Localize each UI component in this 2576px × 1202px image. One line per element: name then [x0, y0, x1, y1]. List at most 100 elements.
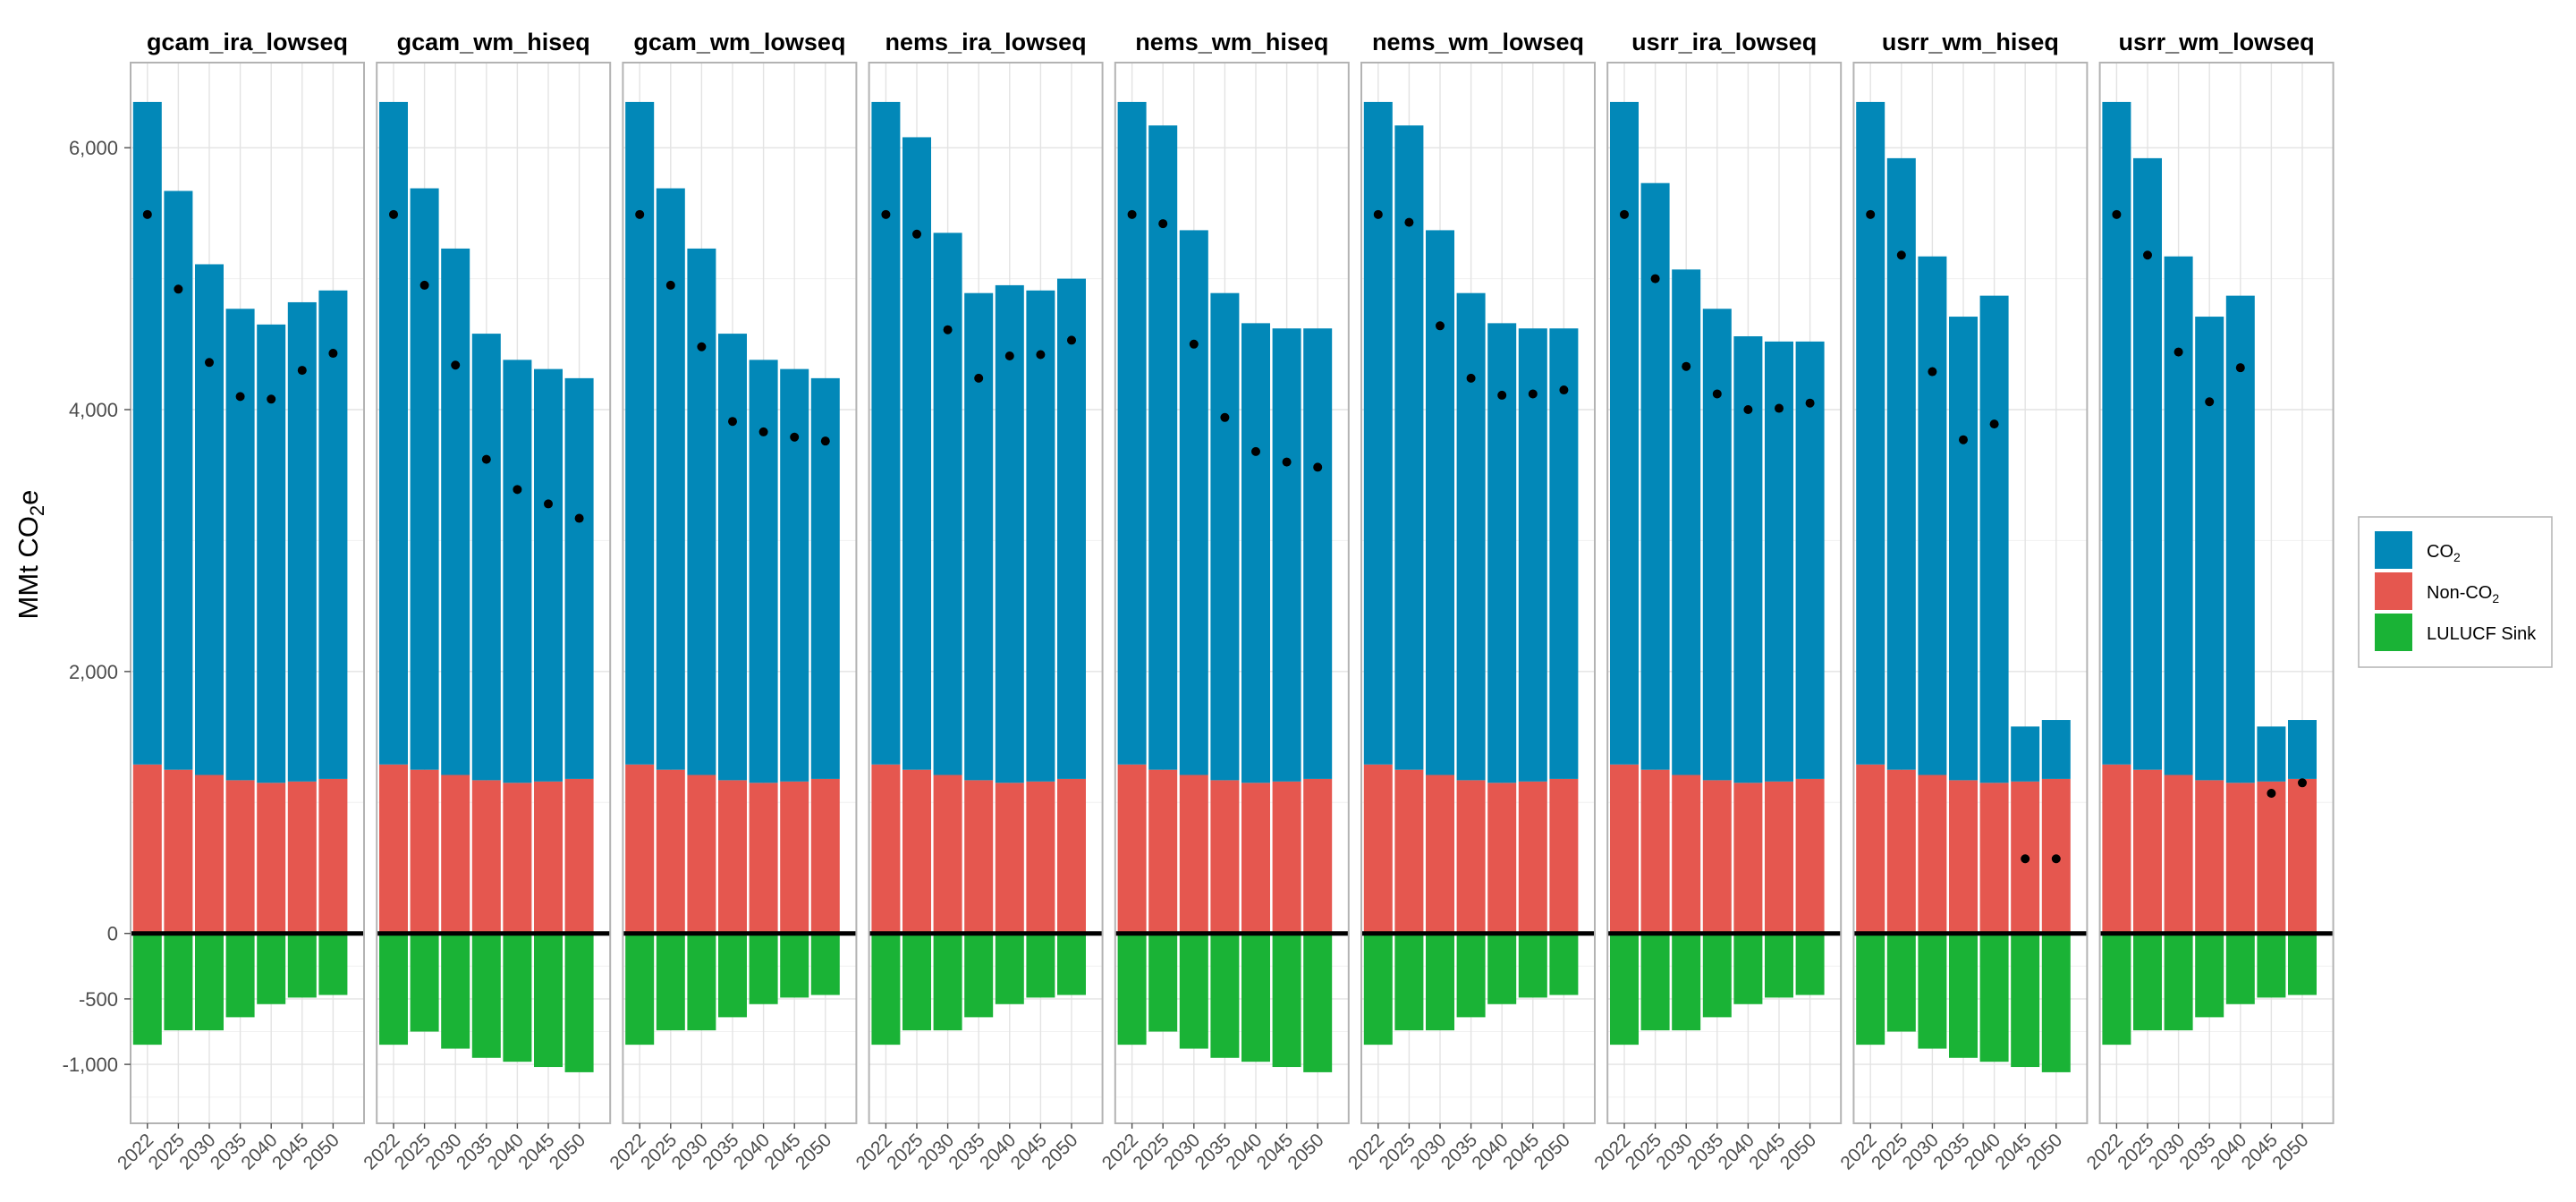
bar-nonco2-2040 [2225, 783, 2255, 934]
bar-co2-2022 [1610, 101, 1639, 765]
bar-nonco2-2050 [1549, 778, 1579, 934]
bar-nonco2-2035 [1702, 780, 1732, 934]
bar-lulucf-2025 [164, 933, 193, 1031]
bar-nonco2-2045 [780, 781, 809, 934]
bar-co2-2030 [1179, 230, 1208, 775]
chart-panels: gcam_ira_lowseq2022202520302035204020452… [114, 29, 2334, 1174]
bar-co2-2050 [2041, 720, 2071, 779]
panel-border [1852, 62, 2089, 1124]
bar-co2-2030 [1672, 269, 1701, 775]
bar-lulucf-2035 [1702, 933, 1732, 1018]
bar-co2-2040 [2225, 295, 2255, 783]
bar-nonco2-2022 [2102, 764, 2131, 934]
net-point-2040 [758, 427, 768, 436]
net-point-2022 [881, 209, 891, 219]
net-point-2025 [1404, 217, 1414, 227]
bar-lulucf-2050 [1795, 933, 1825, 995]
bar-lulucf-2050 [2041, 933, 2071, 1072]
bar-nonco2-2035 [1456, 780, 1486, 934]
bar-co2-2050 [1795, 341, 1825, 779]
bar-lulucf-2035 [1949, 933, 1978, 1058]
bar-lulucf-2030 [1918, 933, 1947, 1049]
bar-lulucf-2045 [1765, 933, 1793, 998]
bar-lulucf-2045 [780, 933, 809, 998]
bar-nonco2-2050 [810, 778, 840, 934]
bar-co2-2045 [1765, 341, 1793, 782]
x-tick-label: 2050 [1776, 1130, 1820, 1173]
bar-lulucf-2045 [2257, 933, 2286, 998]
bar-co2-2022 [379, 101, 408, 765]
bar-co2-2045 [780, 368, 809, 782]
bar-nonco2-2022 [132, 764, 162, 934]
bar-lulucf-2050 [1303, 933, 1333, 1072]
bar-nonco2-2040 [1733, 783, 1763, 934]
bar-lulucf-2040 [1733, 933, 1763, 1004]
bar-nonco2-2040 [749, 783, 778, 934]
net-point-2022 [1620, 209, 1629, 219]
bar-nonco2-2045 [1026, 781, 1055, 934]
bar-co2-2025 [1640, 182, 1670, 770]
bar-lulucf-2030 [441, 933, 470, 1049]
bar-lulucf-2022 [1610, 933, 1639, 1045]
bar-lulucf-2030 [195, 933, 224, 1031]
net-point-2045 [297, 366, 307, 376]
bar-co2-2045 [2011, 726, 2040, 782]
bar-co2-2025 [1148, 125, 1178, 770]
net-point-2035 [1959, 435, 1968, 444]
bar-nonco2-2025 [1640, 769, 1670, 934]
bar-co2-2050 [1057, 278, 1086, 779]
x-tick-label: 2050 [2268, 1130, 2312, 1173]
net-point-2030 [2174, 347, 2183, 357]
net-point-2022 [2112, 209, 2122, 219]
bar-co2-2030 [933, 233, 962, 775]
net-point-2045 [1036, 350, 1046, 360]
bar-nonco2-2040 [1241, 783, 1270, 934]
bar-co2-2035 [964, 292, 994, 781]
bar-co2-2045 [2257, 726, 2286, 782]
net-point-2050 [328, 349, 338, 359]
bar-lulucf-2040 [257, 933, 286, 1004]
bar-lulucf-2035 [964, 933, 994, 1018]
panel-border [130, 62, 365, 1124]
bar-nonco2-2050 [1303, 778, 1333, 934]
bar-lulucf-2040 [503, 933, 532, 1062]
bar-lulucf-2022 [1363, 933, 1393, 1045]
panel-border [622, 62, 858, 1124]
legend-label-main: LULUCF Sink [2427, 624, 2537, 644]
net-point-2035 [1712, 389, 1722, 399]
net-point-2035 [1466, 373, 1476, 383]
legend-key-lulucf [2375, 614, 2412, 651]
panel-nems_ira_lowseq: nems_ira_lowseq2022202520302035204020452… [852, 29, 1104, 1174]
bar-nonco2-2035 [1210, 780, 1240, 934]
y-axis-title-suffix: e [13, 490, 44, 505]
bar-nonco2-2030 [933, 775, 962, 934]
bar-lulucf-2040 [1241, 933, 1270, 1062]
bar-nonco2-2025 [656, 769, 685, 934]
bar-lulucf-2025 [656, 933, 685, 1031]
bar-nonco2-2022 [1856, 764, 1885, 934]
net-point-2022 [1866, 209, 1876, 219]
legend-label-main: Non-CO [2427, 583, 2492, 603]
bar-co2-2040 [1979, 295, 2009, 783]
bar-co2-2025 [410, 188, 439, 770]
bar-co2-2030 [1426, 230, 1454, 775]
net-point-2025 [1650, 274, 1660, 284]
bar-nonco2-2045 [287, 781, 317, 934]
bar-co2-2022 [1117, 101, 1147, 765]
net-point-2030 [1928, 367, 1937, 377]
net-point-2040 [267, 394, 276, 404]
legend-key-nonco2 [2375, 572, 2412, 610]
x-tick-label: 2050 [546, 1130, 589, 1173]
net-point-2040 [513, 485, 522, 495]
net-point-2025 [174, 284, 183, 294]
net-point-2030 [1682, 361, 1691, 371]
y-tick-label: 4,000 [69, 399, 118, 421]
bar-lulucf-2050 [1549, 933, 1579, 995]
net-point-2035 [974, 373, 984, 383]
bar-nonco2-2040 [257, 783, 286, 934]
x-tick-label: 2050 [1038, 1130, 1081, 1173]
y-tick-label: -1,000 [63, 1054, 118, 1076]
bar-lulucf-2045 [287, 933, 317, 998]
bar-co2-2030 [1918, 256, 1947, 775]
bar-co2-2035 [1702, 309, 1732, 781]
